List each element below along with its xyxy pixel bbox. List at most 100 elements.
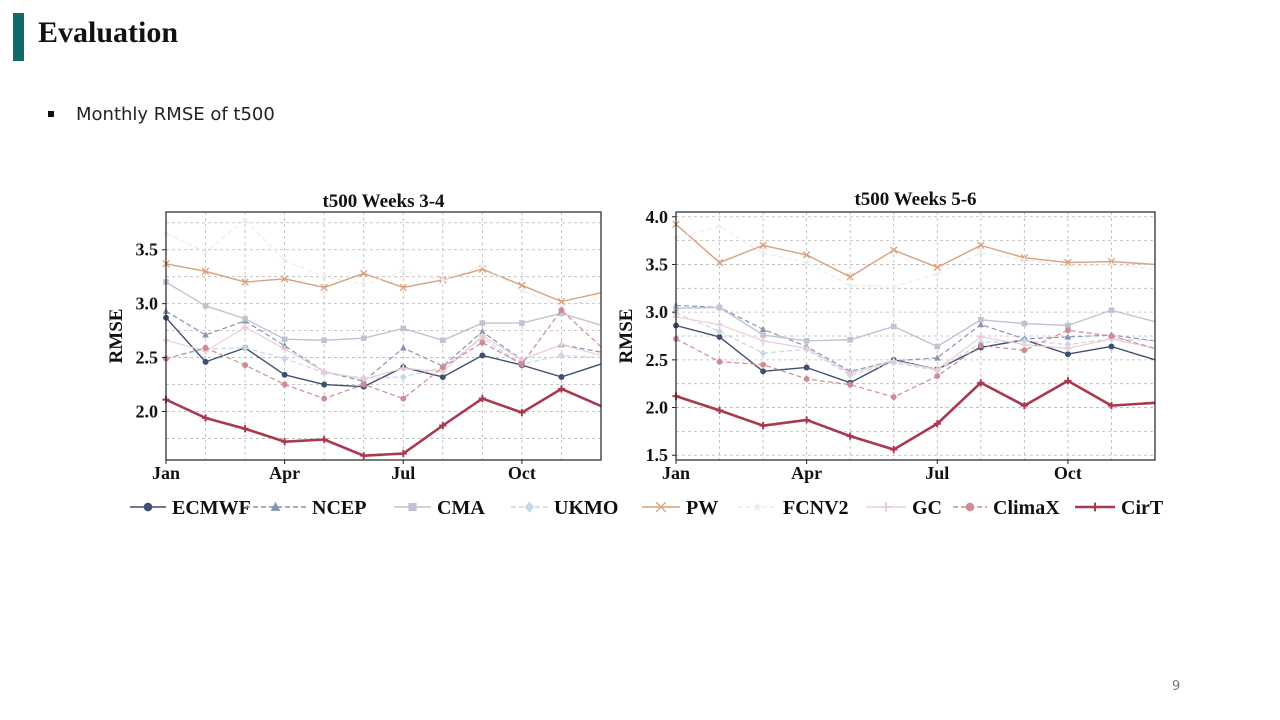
- series-ecmwf: [163, 314, 602, 390]
- legend-item-climax: ClimaX: [953, 497, 1060, 519]
- series-line-cma: [165, 281, 602, 342]
- data-point-pw: [802, 251, 811, 259]
- series-line-climax: [675, 329, 1156, 398]
- series-line-ecmwf: [675, 324, 1156, 384]
- legend-marker-ukmo: [524, 501, 535, 513]
- data-point-fcnv2: [716, 222, 723, 230]
- data-point-cma: [360, 335, 367, 341]
- data-point-climax: [400, 395, 407, 402]
- data-point-fcnv2: [846, 281, 854, 289]
- data-point-ukmo: [241, 344, 249, 352]
- data-point-fcnv2: [202, 248, 209, 255]
- legend-item-ukmo: UKMO: [511, 497, 618, 519]
- data-point-cma: [803, 337, 810, 344]
- series-fcnv2: [162, 215, 602, 309]
- data-point-fcnv2: [281, 256, 289, 264]
- data-point-ecmwf: [803, 364, 810, 371]
- data-point-ukmo: [1021, 336, 1028, 345]
- data-point-gc: [399, 365, 407, 372]
- data-point-gc: [479, 332, 486, 340]
- series-line-ecmwf: [165, 317, 602, 388]
- data-point-cirt: [478, 394, 486, 403]
- data-point-fcnv2: [890, 282, 898, 290]
- series-pw: [162, 259, 602, 306]
- data-point-cirt: [320, 435, 328, 444]
- legend-marker-ncep: [270, 501, 281, 511]
- data-point-gc: [933, 366, 941, 373]
- data-point-pw: [889, 246, 898, 254]
- data-point-cirt: [715, 406, 724, 414]
- data-point-pw: [933, 263, 942, 272]
- legend: ECMWF NCEP CMA UKMO PW FCNV2 GC ClimaX CirT: [130, 497, 1164, 519]
- data-point-pw: [715, 258, 724, 267]
- data-point-ukmo: [716, 327, 723, 336]
- data-point-ncep: [977, 320, 985, 328]
- data-point-fcnv2: [933, 270, 941, 277]
- data-point-pw: [977, 241, 985, 250]
- data-point-fcnv2: [1064, 262, 1072, 270]
- data-point-cirt: [1020, 402, 1028, 410]
- data-point-pw: [320, 283, 328, 292]
- series-climax: [163, 307, 602, 402]
- data-point-climax: [558, 307, 565, 314]
- page-number: 9: [1172, 679, 1181, 694]
- data-point-pw: [557, 297, 566, 306]
- data-point-climax: [934, 373, 941, 380]
- data-point-pw: [759, 241, 767, 250]
- data-point-cma: [479, 320, 486, 326]
- legend-marker-cirt: [1090, 502, 1100, 512]
- y-tick-label: 2.5: [136, 348, 159, 368]
- y-tick-label: 2.0: [136, 401, 159, 421]
- data-point-ukmo: [1064, 340, 1072, 349]
- data-point-ukmo: [759, 349, 767, 357]
- data-point-fcnv2: [320, 273, 328, 280]
- x-tick-label: Apr: [791, 463, 822, 483]
- legend-marker-ecmwf: [143, 502, 153, 512]
- data-point-cma: [400, 325, 407, 332]
- legend-item-gc: GC: [866, 497, 942, 519]
- data-point-climax: [202, 344, 209, 351]
- data-point-cma: [1065, 322, 1071, 329]
- data-point-climax: [360, 381, 367, 388]
- data-point-gc: [977, 333, 985, 341]
- legend-item-cirt: CirT: [1075, 497, 1164, 519]
- series-cma: [163, 279, 602, 344]
- y-tick-label: 1.5: [646, 445, 669, 465]
- data-point-cirt: [241, 425, 249, 433]
- legend-item-ncep: NCEP: [245, 497, 366, 519]
- series-line-ukmo: [165, 337, 602, 379]
- data-point-cma: [242, 315, 248, 322]
- plots-layer: 2.0 2.5 3.0 3.5 Jan Apr Jul Oct t500 Weeks 3-4 RM…: [106, 189, 1156, 483]
- data-point-gc: [360, 375, 368, 383]
- y-tick-label: 3.0: [646, 302, 669, 322]
- plot-frame: [675, 211, 1156, 461]
- x-tick-label: Oct: [1054, 463, 1082, 483]
- data-point-gc: [320, 368, 328, 375]
- data-point-ukmo: [281, 354, 288, 363]
- data-point-ecmwf: [281, 371, 288, 378]
- data-point-climax: [803, 375, 810, 382]
- chart-2: 1.5 2.0 2.5 3.0 3.5 4.0 Jan Apr Jul Oct t500 Weeks…: [616, 189, 1156, 483]
- data-point-cirt: [977, 379, 985, 387]
- data-point-cma: [1108, 307, 1115, 314]
- data-point-cma: [847, 337, 853, 343]
- data-point-cma: [1021, 320, 1028, 327]
- data-point-fcnv2: [1108, 260, 1115, 268]
- data-point-ecmwf: [439, 374, 446, 380]
- data-point-cirt: [281, 438, 289, 446]
- data-point-climax: [518, 361, 525, 368]
- data-point-cma: [978, 316, 984, 323]
- data-point-ecmwf: [558, 374, 565, 380]
- data-point-cma: [440, 337, 446, 344]
- data-point-cirt: [759, 422, 767, 430]
- data-point-cma: [760, 332, 766, 338]
- data-point-climax: [760, 361, 767, 368]
- data-point-climax: [439, 364, 446, 371]
- data-point-gc: [716, 321, 723, 328]
- data-point-ecmwf: [716, 333, 723, 340]
- legend-item-pw: PW: [642, 497, 718, 519]
- data-point-cirt: [933, 420, 941, 428]
- series-line-ncep: [165, 310, 602, 382]
- data-point-fcnv2: [759, 249, 767, 256]
